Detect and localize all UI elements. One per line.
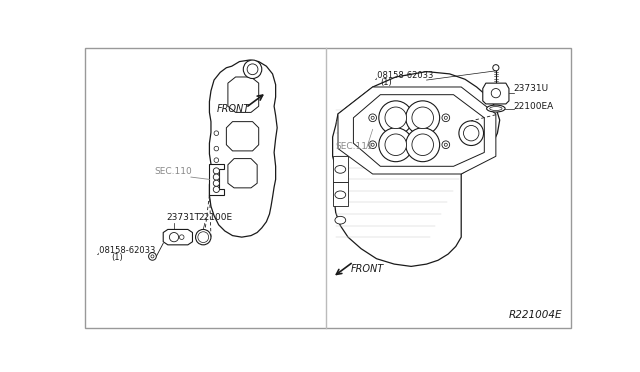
Text: FRONT: FRONT (216, 105, 250, 115)
Circle shape (151, 255, 154, 258)
Circle shape (371, 143, 374, 146)
Text: FRONT: FRONT (351, 264, 385, 274)
Circle shape (170, 232, 179, 242)
Circle shape (213, 186, 220, 192)
Polygon shape (353, 95, 484, 166)
Text: SEC.110: SEC.110 (155, 167, 193, 176)
Circle shape (412, 107, 433, 129)
Ellipse shape (335, 217, 346, 224)
Circle shape (214, 146, 219, 151)
Text: R221004E: R221004E (509, 310, 563, 320)
Circle shape (371, 116, 374, 119)
Circle shape (198, 232, 209, 243)
Ellipse shape (335, 166, 346, 173)
Circle shape (444, 116, 447, 119)
Circle shape (196, 230, 211, 245)
Ellipse shape (335, 191, 346, 199)
Ellipse shape (490, 107, 502, 110)
Circle shape (213, 180, 220, 186)
Text: 23731T: 23731T (166, 213, 200, 222)
Circle shape (369, 114, 376, 122)
Polygon shape (209, 60, 277, 237)
Circle shape (463, 125, 479, 141)
Circle shape (369, 141, 376, 148)
Circle shape (459, 121, 484, 145)
Polygon shape (333, 156, 348, 182)
Circle shape (385, 107, 406, 129)
Circle shape (444, 143, 447, 146)
Polygon shape (163, 230, 193, 245)
Circle shape (213, 168, 220, 174)
Text: (1): (1) (380, 78, 392, 87)
Text: ¸08158-62033: ¸08158-62033 (95, 246, 156, 254)
Circle shape (442, 114, 450, 122)
Polygon shape (227, 122, 259, 151)
Text: ¸08158-62033: ¸08158-62033 (374, 70, 435, 79)
Polygon shape (333, 182, 348, 206)
Polygon shape (228, 77, 259, 112)
Text: SEC.111: SEC.111 (336, 142, 374, 151)
Polygon shape (333, 71, 500, 266)
Circle shape (214, 158, 219, 163)
Circle shape (148, 253, 156, 260)
Circle shape (442, 141, 450, 148)
Circle shape (406, 128, 440, 162)
Circle shape (379, 101, 413, 135)
Circle shape (385, 134, 406, 155)
Circle shape (214, 131, 219, 135)
Circle shape (412, 134, 433, 155)
Polygon shape (338, 87, 496, 174)
Circle shape (379, 128, 413, 162)
Circle shape (493, 65, 499, 71)
Polygon shape (209, 164, 224, 195)
Ellipse shape (486, 105, 505, 112)
Circle shape (247, 64, 258, 75)
Circle shape (213, 174, 220, 180)
Circle shape (492, 89, 500, 98)
Circle shape (406, 101, 440, 135)
Circle shape (243, 60, 262, 78)
Text: 22100E: 22100E (198, 213, 233, 222)
Text: 22100EA: 22100EA (513, 102, 554, 110)
Polygon shape (483, 83, 509, 104)
Text: (1): (1) (111, 253, 123, 262)
Circle shape (179, 235, 184, 240)
Text: 23731U: 23731U (513, 84, 548, 93)
Polygon shape (228, 158, 257, 188)
